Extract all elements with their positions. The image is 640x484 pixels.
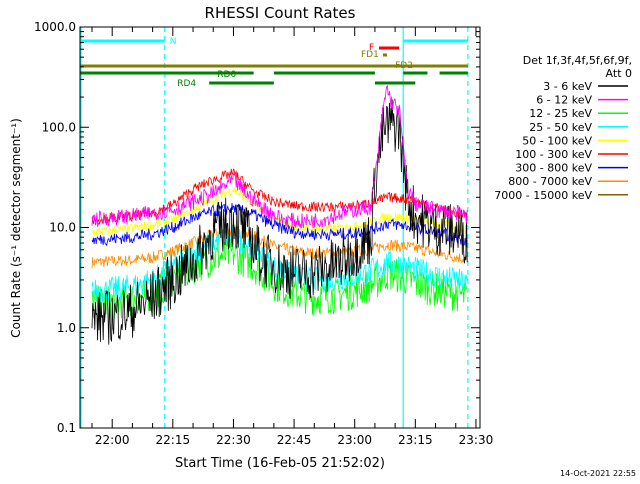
y-axis-label: Count Rate (s⁻¹ detector segment⁻¹) [9, 118, 23, 338]
y-tick-label: 0.1 [57, 421, 76, 435]
series-800-7000-kev-line [91, 224, 468, 269]
state-label-rd4: RD4 [177, 79, 196, 89]
state-label-f: F [369, 43, 374, 53]
x-tick-label: 23:00 [337, 433, 372, 447]
legend-entry-label: 100 - 300 keV [515, 148, 592, 161]
legend-entry-label: 50 - 100 keV [522, 134, 592, 147]
footer-timestamp: 14-Oct-2021 22:55 [560, 469, 636, 478]
legend-entry-label: 6 - 12 keV [536, 94, 592, 107]
legend-header-detectors: Det 1f,3f,4f,5f,6f,9f, [523, 54, 632, 67]
x-tick-label: 22:15 [156, 433, 191, 447]
x-tick-label: 23:30 [459, 433, 494, 447]
state-label-rd0: RD0 [217, 70, 236, 80]
x-tick-label: 22:30 [216, 433, 251, 447]
y-tick-label: 100.0 [42, 120, 76, 134]
series-6-12-kev-line [91, 84, 468, 229]
x-tick-label: 22:00 [95, 433, 130, 447]
legend-entry-label: 300 - 800 keV [515, 162, 592, 175]
legend-entry-label: 800 - 7000 keV [508, 175, 592, 188]
legend-entry-label: 25 - 50 keV [529, 121, 592, 134]
y-tick-label: 10.0 [49, 221, 76, 235]
legend-entry-label: 3 - 6 keV [543, 80, 592, 93]
x-axis-label: Start Time (16-Feb-05 21:52:02) [175, 456, 385, 471]
state-label-fd2: FD2 [395, 61, 413, 71]
state-label-fd1: FD1 [361, 50, 379, 60]
y-tick-label: 1000.0 [34, 20, 76, 34]
x-tick-label: 22:45 [277, 433, 312, 447]
chart-title: RHESSI Count Rates [205, 4, 356, 22]
legend-header-attenuator: Att 0 [606, 67, 632, 80]
x-tick-label: 23:15 [398, 433, 433, 447]
legend-entry-label: 7000 - 15000 keV [494, 189, 592, 202]
state-label-n: N [170, 37, 177, 47]
legend-entry-label: 12 - 25 keV [529, 107, 592, 120]
y-tick-label: 1.0 [57, 321, 76, 335]
series-100-300-kev-line [91, 168, 468, 225]
